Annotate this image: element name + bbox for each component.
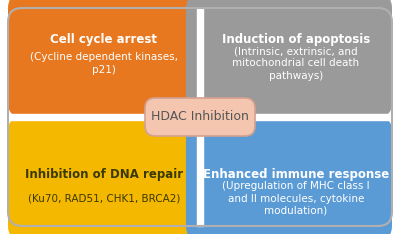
Text: (Upregulation of MHC class I
and II molecules, cytokine
modulation): (Upregulation of MHC class I and II mole… — [222, 181, 370, 216]
Text: (Ku70, RAD51, CHK1, BRCA2): (Ku70, RAD51, CHK1, BRCA2) — [28, 194, 180, 204]
FancyBboxPatch shape — [8, 0, 214, 117]
Text: Induction of apoptosis: Induction of apoptosis — [222, 33, 370, 46]
Text: Inhibition of DNA repair: Inhibition of DNA repair — [25, 168, 183, 181]
Text: Cell cycle arrest: Cell cycle arrest — [50, 33, 158, 46]
FancyBboxPatch shape — [145, 98, 255, 136]
Text: (Intrinsic, extrinsic, and
mitochondrial cell death
pathways): (Intrinsic, extrinsic, and mitochondrial… — [232, 46, 360, 81]
Text: HDAC Inhibition: HDAC Inhibition — [151, 110, 249, 124]
FancyBboxPatch shape — [186, 0, 392, 117]
Text: Enhanced immune response: Enhanced immune response — [203, 168, 389, 181]
FancyBboxPatch shape — [8, 117, 214, 234]
Text: (Cycline dependent kinases,
p21): (Cycline dependent kinases, p21) — [30, 52, 178, 75]
FancyBboxPatch shape — [186, 117, 392, 234]
